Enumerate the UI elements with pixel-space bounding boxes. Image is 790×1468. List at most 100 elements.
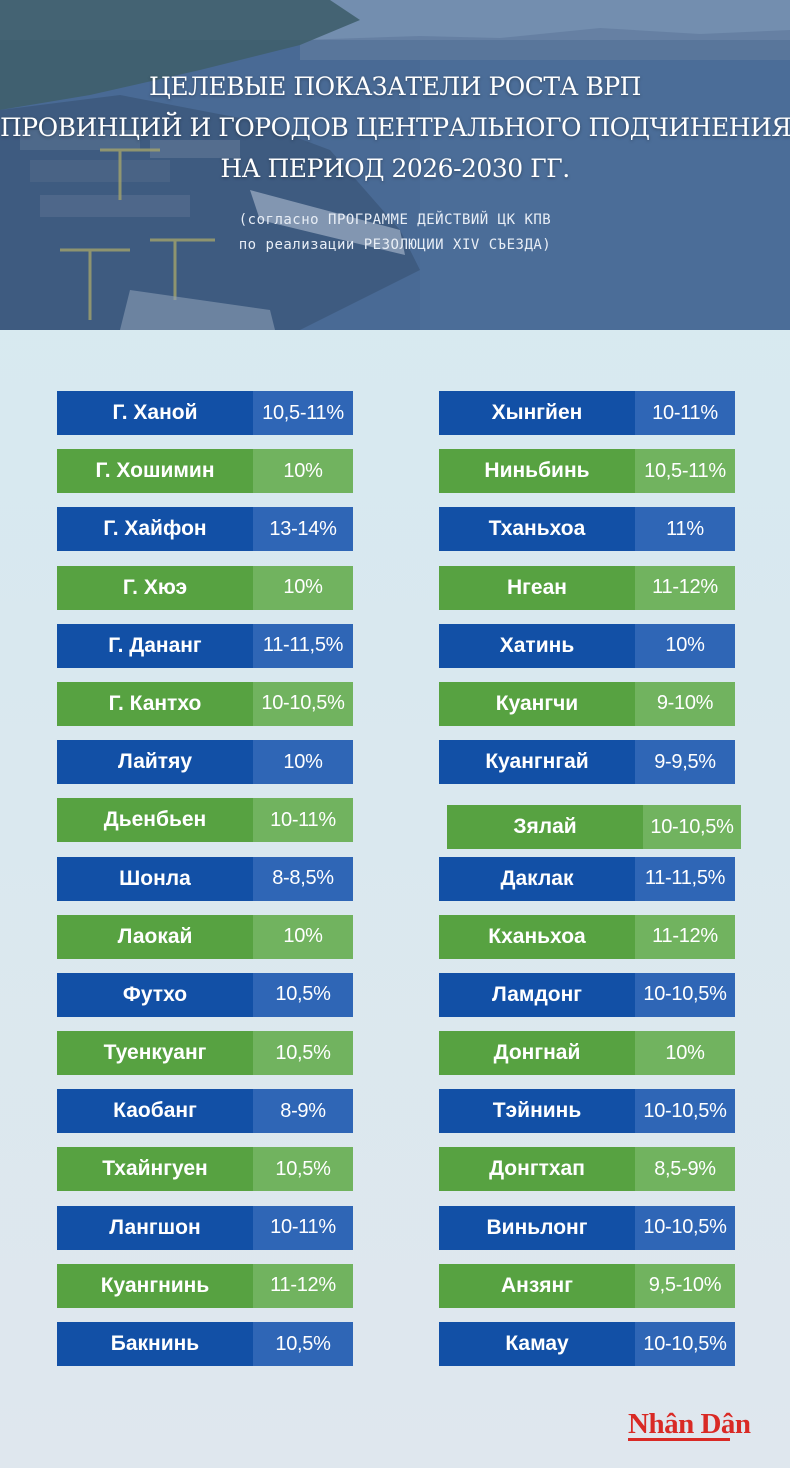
province-row: Г. Хошимин 10% <box>57 449 353 494</box>
province-name: Г. Кантхо <box>57 681 253 726</box>
province-row: Тхайнгуен 10,5% <box>57 1147 353 1192</box>
province-name: Туенкуанг <box>57 1031 253 1076</box>
growth-target-value: 10-10,5% <box>635 972 735 1017</box>
province-name: Тханьхоа <box>439 507 635 552</box>
province-row: Г. Дананг 11-11,5% <box>57 623 353 668</box>
growth-target-value: 10-11% <box>253 798 353 843</box>
province-row: Бакнинь 10,5% <box>57 1322 353 1366</box>
nhandan-logo: Nhân Dân <box>628 1408 751 1440</box>
growth-target-value: 10-10,5% <box>635 1089 735 1134</box>
province-row: Виньлонг 10-10,5% <box>439 1205 735 1250</box>
province-name: Каобанг <box>57 1089 253 1134</box>
left-column: Г. Ханой 10,5-11% Г. Хошимин 10% Г. Хайфон 13… <box>57 391 353 1380</box>
province-row: Хынгйен 10-11% <box>439 391 735 435</box>
province-name: Г. Ханой <box>57 391 253 435</box>
growth-target-value: 10-10,5% <box>635 1205 735 1250</box>
province-name: Г. Хошимин <box>57 449 253 494</box>
province-name: Нгеан <box>439 565 635 610</box>
growth-target-value: 10% <box>253 740 353 785</box>
right-column: Хынгйен 10-11% Ниньбинь 10,5-11% Тханьхоа 11%… <box>439 391 741 1380</box>
subtitle-line-2: по реализации РЕЗОЛЮЦИИ XIV СЪЕЗДА) <box>238 237 552 253</box>
province-name: Тхайнгуен <box>57 1147 253 1192</box>
province-name: Ниньбинь <box>439 449 635 494</box>
growth-target-value: 10,5% <box>253 972 353 1017</box>
province-row: Каобанг 8-9% <box>57 1089 353 1134</box>
province-name: Хатинь <box>439 623 635 668</box>
growth-target-value: 9,5-10% <box>635 1263 735 1308</box>
province-name: Хынгйен <box>439 391 635 435</box>
province-row: Лайтяу 10% <box>57 740 353 785</box>
province-name: Футхо <box>57 972 253 1017</box>
port-background-image <box>0 0 790 330</box>
province-name: Даклак <box>439 856 635 901</box>
province-name: Камау <box>439 1322 635 1366</box>
province-name: Г. Дананг <box>57 623 253 668</box>
province-row: Футхо 10,5% <box>57 972 353 1017</box>
growth-target-value: 10% <box>253 565 353 610</box>
growth-target-value: 8,5-9% <box>635 1147 735 1192</box>
province-name: Анзянг <box>439 1263 635 1308</box>
growth-target-value: 11-11,5% <box>635 856 735 901</box>
province-row: Куангнгай 9-9,5% <box>439 740 735 785</box>
province-name: Куангнинь <box>57 1263 253 1308</box>
growth-target-value: 8-9% <box>253 1089 353 1134</box>
logo-underline <box>628 1438 730 1441</box>
province-row: Куангнинь 11-12% <box>57 1263 353 1308</box>
province-row: Кханьхоа 11-12% <box>439 914 735 959</box>
province-row: Ниньбинь 10,5-11% <box>439 449 735 494</box>
province-row: Г. Кантхо 10-10,5% <box>57 681 353 726</box>
growth-target-value: 9-9,5% <box>635 740 735 785</box>
province-row: Нгеан 11-12% <box>439 565 735 610</box>
province-name: Г. Хюэ <box>57 565 253 610</box>
growth-target-value: 10,5-11% <box>253 391 353 435</box>
province-row: Туенкуанг 10,5% <box>57 1031 353 1076</box>
growth-target-value: 10-11% <box>635 391 735 435</box>
province-name: Зялай <box>447 805 643 850</box>
province-name: Куангнгай <box>439 740 635 785</box>
province-name: Дьенбьен <box>57 798 253 843</box>
province-name: Лайтяу <box>57 740 253 785</box>
province-row: Ламдонг 10-10,5% <box>439 972 735 1017</box>
growth-target-value: 10% <box>253 914 353 959</box>
growth-target-value: 8-8,5% <box>253 856 353 901</box>
province-row: Г. Хайфон 13-14% <box>57 507 353 552</box>
province-row: Г. Хюэ 10% <box>57 565 353 610</box>
growth-target-value: 10% <box>635 1031 735 1076</box>
growth-target-value: 10-10,5% <box>253 681 353 726</box>
province-row: Хатинь 10% <box>439 623 735 668</box>
growth-target-value: 10-10,5% <box>635 1322 735 1366</box>
province-name: Г. Хайфон <box>57 507 253 552</box>
province-row: Тэйнинь 10-10,5% <box>439 1089 735 1134</box>
infographic-title: ЦЕЛЕВЫЕ ПОКАЗАТЕЛИ РОСТА ВРП ПРОВИНЦИЙ И… <box>0 66 790 189</box>
growth-target-value: 10% <box>635 623 735 668</box>
title-line-3: НА ПЕРИОД 2026-2030 ГГ. <box>220 154 570 183</box>
growth-target-value: 11-12% <box>635 914 735 959</box>
province-row: Тханьхоа 11% <box>439 507 735 552</box>
growth-target-value: 11-12% <box>253 1263 353 1308</box>
growth-target-value: 9-10% <box>635 681 735 726</box>
province-name: Ламдонг <box>439 972 635 1017</box>
province-name: Донгнай <box>439 1031 635 1076</box>
province-name: Лангшон <box>57 1205 253 1250</box>
growth-target-value: 11% <box>635 507 735 552</box>
growth-target-value: 10% <box>253 449 353 494</box>
growth-target-value: 10,5% <box>253 1147 353 1192</box>
province-name: Куангчи <box>439 681 635 726</box>
province-row: Лаокай 10% <box>57 914 353 959</box>
growth-target-value: 10,5% <box>253 1031 353 1076</box>
growth-target-value: 10-10,5% <box>643 805 741 850</box>
growth-target-value: 10-11% <box>253 1205 353 1250</box>
province-name: Шонла <box>57 856 253 901</box>
province-name: Тэйнинь <box>439 1089 635 1134</box>
growth-target-value: 10,5-11% <box>635 449 735 494</box>
growth-target-value: 11-11,5% <box>253 623 353 668</box>
province-row: Зялай 10-10,5% <box>447 805 743 850</box>
growth-target-value: 13-14% <box>253 507 353 552</box>
province-row: Лангшон 10-11% <box>57 1205 353 1250</box>
province-row: Камау 10-10,5% <box>439 1322 735 1366</box>
growth-target-value: 11-12% <box>635 565 735 610</box>
province-row: Анзянг 9,5-10% <box>439 1263 735 1308</box>
province-row: Донгтхап 8,5-9% <box>439 1147 735 1192</box>
infographic-subtitle: (согласно ПРОГРАММЕ ДЕЙСТВИЙ ЦК КПВ по р… <box>0 208 790 258</box>
province-row: Г. Ханой 10,5-11% <box>57 391 353 435</box>
